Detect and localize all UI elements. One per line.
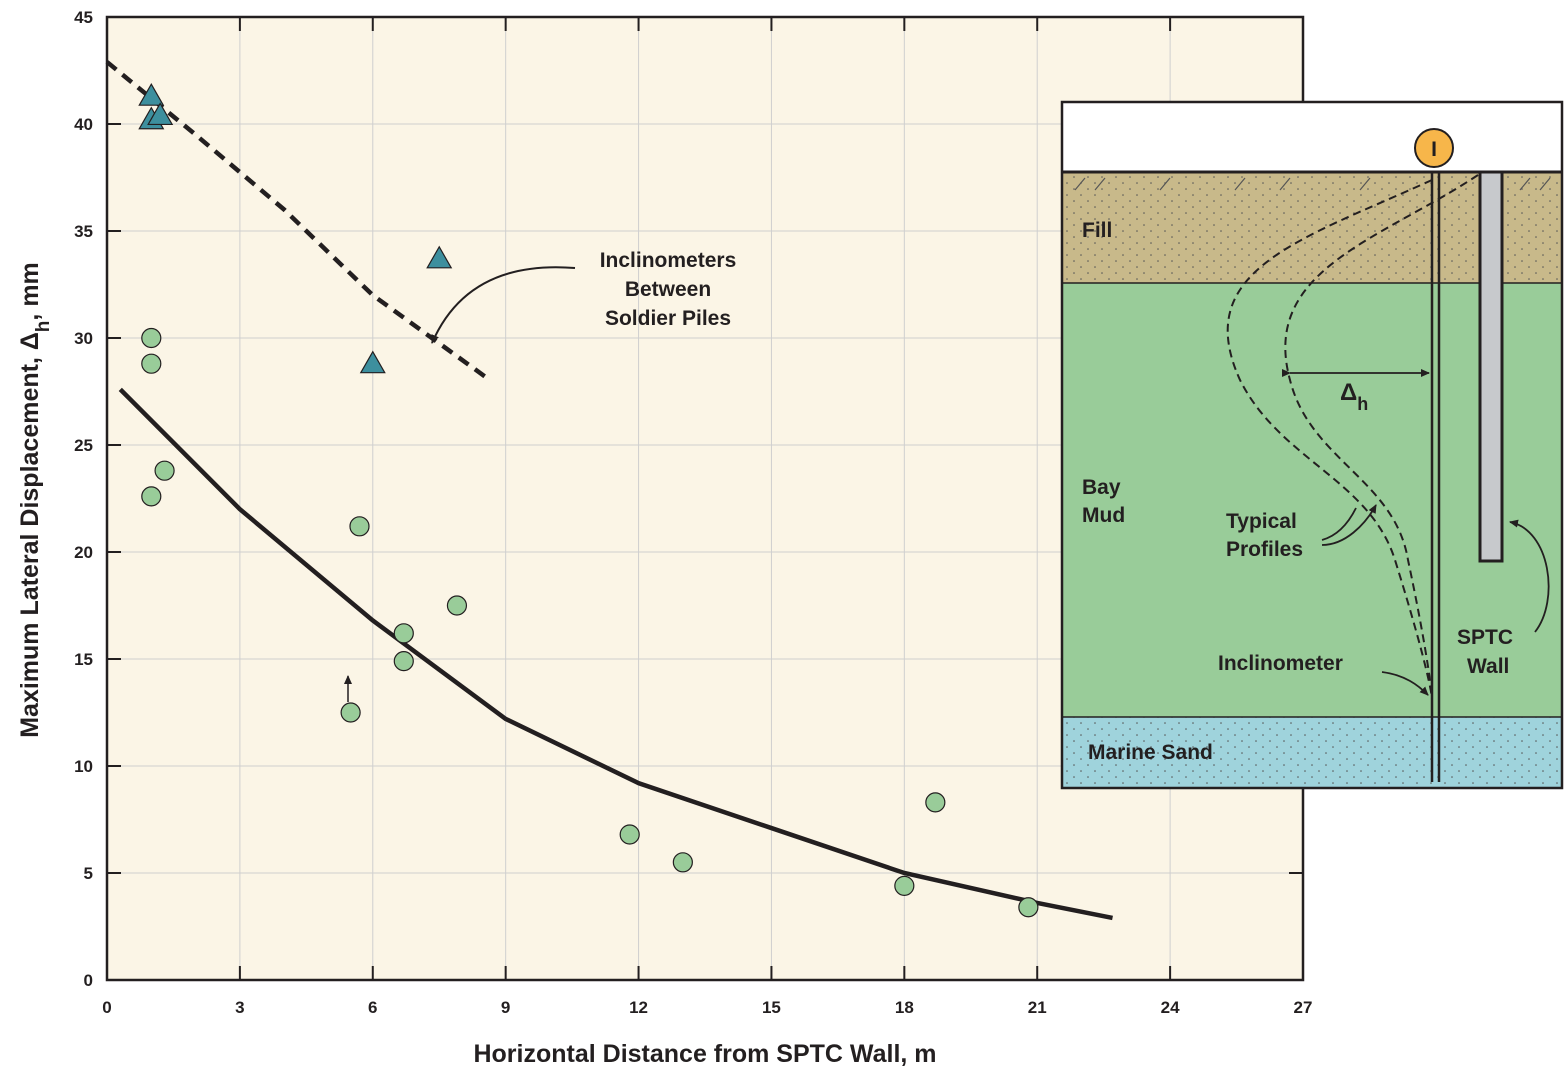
- x-tick-label: 27: [1294, 998, 1313, 1017]
- x-tick-label: 18: [895, 998, 914, 1017]
- y-tick-label: 15: [74, 650, 93, 669]
- sand-label: Marine Sand: [1088, 741, 1213, 764]
- y-axis-title: Maximum Lateral Displacement, Δh, mm: [16, 262, 54, 738]
- y-tick-label: 5: [84, 864, 93, 883]
- wall-label: SPTC: [1457, 626, 1513, 649]
- y-tick-label: 45: [74, 8, 93, 27]
- data-point: [142, 487, 161, 506]
- x-tick-label: 15: [762, 998, 781, 1017]
- annotation-line: Between: [625, 278, 711, 301]
- data-point: [673, 853, 692, 872]
- marker-label: I: [1431, 138, 1437, 161]
- data-point: [1019, 898, 1038, 917]
- x-tick-label: 0: [102, 998, 111, 1017]
- x-tick-label: 9: [501, 998, 510, 1017]
- data-point: [926, 793, 945, 812]
- y-title-main: Maximum Lateral Displacement, Δ: [16, 332, 44, 738]
- inset-diagram: I Fill Bay Mud Typical Profiles SPTC Wal…: [1062, 102, 1562, 788]
- annotation-line: Soldier Piles: [605, 307, 731, 330]
- inclinometer-label: Inclinometer: [1218, 652, 1343, 675]
- x-tick-label: 21: [1028, 998, 1047, 1017]
- y-title-sub: h: [33, 321, 54, 333]
- wall-label: Wall: [1467, 655, 1509, 678]
- delta-symbol: Δ: [1340, 379, 1357, 406]
- bay-mud-label: Mud: [1082, 504, 1125, 527]
- y-tick-label: 25: [74, 436, 93, 455]
- x-tick-label: 6: [368, 998, 377, 1017]
- data-point: [394, 652, 413, 671]
- data-point: [394, 624, 413, 643]
- fill-label: Fill: [1082, 219, 1112, 242]
- data-point: [350, 517, 369, 536]
- sptc-wall: [1480, 172, 1502, 561]
- y-tick-label: 0: [84, 971, 93, 990]
- delta-sub: h: [1357, 394, 1368, 414]
- data-point: [142, 329, 161, 348]
- x-tick-label: 3: [235, 998, 244, 1017]
- annotation-line: Inclinometers: [600, 249, 737, 272]
- data-point: [447, 596, 466, 615]
- y-title-end: , mm: [16, 262, 44, 320]
- x-tick-label: 12: [629, 998, 648, 1017]
- data-point: [620, 825, 639, 844]
- data-point: [341, 703, 360, 722]
- x-tick-label: 24: [1161, 998, 1180, 1017]
- y-tick-label: 30: [74, 329, 93, 348]
- profiles-label: Profiles: [1226, 538, 1303, 561]
- data-point: [895, 876, 914, 895]
- data-point: [142, 354, 161, 373]
- profiles-label: Typical: [1226, 510, 1297, 533]
- y-tick-label: 40: [74, 115, 93, 134]
- bay-mud-label: Bay: [1082, 476, 1121, 499]
- data-point: [155, 461, 174, 480]
- x-axis-title: Horizontal Distance from SPTC Wall, m: [473, 1040, 936, 1068]
- y-tick-label: 20: [74, 543, 93, 562]
- y-tick-label: 35: [74, 222, 93, 241]
- y-tick-label: 10: [74, 757, 93, 776]
- chart: 0 3 6 9 12 15 18 21 24 27 0 5 10 15 20 25 30 35 40 45 Horiz…: [0, 0, 1564, 1073]
